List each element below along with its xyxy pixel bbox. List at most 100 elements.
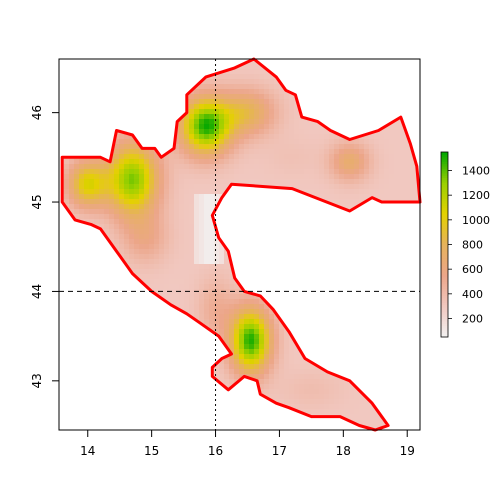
heatmap-cell xyxy=(164,94,170,100)
heatmap-cell xyxy=(184,424,190,430)
heatmap-cell xyxy=(84,99,90,105)
heatmap-cell xyxy=(154,204,160,210)
heatmap-cell xyxy=(154,414,160,420)
heatmap-cell xyxy=(279,244,285,250)
heatmap-cell xyxy=(314,189,320,195)
heatmap-cell xyxy=(189,364,195,370)
heatmap-cell xyxy=(164,329,170,335)
heatmap-cell xyxy=(374,194,380,200)
heatmap-cell xyxy=(89,269,95,275)
heatmap-cell xyxy=(84,139,90,145)
heatmap-cell xyxy=(234,84,240,90)
heatmap-cell xyxy=(159,189,165,195)
heatmap-cell xyxy=(169,424,175,430)
heatmap-cell xyxy=(194,419,200,425)
heatmap-cell xyxy=(334,389,340,395)
heatmap-cell xyxy=(74,109,80,115)
heatmap-cell xyxy=(79,164,85,170)
heatmap-cell xyxy=(84,114,90,120)
heatmap-cell xyxy=(74,254,80,260)
heatmap-cell xyxy=(199,114,205,120)
heatmap-cell xyxy=(94,209,100,215)
heatmap-cell xyxy=(294,69,300,75)
heatmap-cell xyxy=(94,379,100,385)
heatmap-cell xyxy=(304,254,310,260)
heatmap-cell xyxy=(214,374,220,380)
heatmap-cell xyxy=(349,384,355,390)
heatmap-cell xyxy=(84,94,90,100)
heatmap-cell xyxy=(279,249,285,255)
heatmap-cell xyxy=(344,189,350,195)
heatmap-cell xyxy=(339,219,345,225)
heatmap-cell xyxy=(289,254,295,260)
heatmap-cell xyxy=(134,89,140,95)
heatmap-cell xyxy=(339,264,345,270)
heatmap-cell xyxy=(84,109,90,115)
heatmap-cell xyxy=(384,109,390,115)
heatmap-cell xyxy=(279,129,285,135)
heatmap-cell xyxy=(309,284,315,290)
heatmap-cell xyxy=(194,174,200,180)
heatmap-cell xyxy=(234,164,240,170)
heatmap-cell xyxy=(354,179,360,185)
heatmap-cell xyxy=(189,59,195,65)
heatmap-cell xyxy=(84,159,90,165)
heatmap-cell xyxy=(339,244,345,250)
heatmap-cell xyxy=(189,79,195,85)
heatmap-cell xyxy=(134,184,140,190)
heatmap-cell xyxy=(229,204,235,210)
heatmap-cell xyxy=(204,204,210,210)
heatmap-cell xyxy=(124,214,130,220)
heatmap-cell xyxy=(324,249,330,255)
heatmap-cell xyxy=(179,284,185,290)
heatmap-cell xyxy=(209,154,215,160)
heatmap-cell xyxy=(89,239,95,245)
heatmap-cell xyxy=(174,254,180,260)
heatmap-cell xyxy=(304,199,310,205)
heatmap-cell xyxy=(144,399,150,405)
heatmap-cell xyxy=(384,79,390,85)
heatmap-cell xyxy=(274,324,280,330)
heatmap-cell xyxy=(344,174,350,180)
heatmap-cell xyxy=(69,369,75,375)
heatmap-cell xyxy=(274,94,280,100)
heatmap-cell xyxy=(74,304,80,310)
heatmap-cell xyxy=(94,324,100,330)
heatmap-cell xyxy=(369,159,375,165)
heatmap-cell xyxy=(359,179,365,185)
heatmap-cell xyxy=(194,269,200,275)
heatmap-cell xyxy=(364,309,370,315)
heatmap-cell xyxy=(184,194,190,200)
heatmap-cell xyxy=(204,334,210,340)
heatmap-cell xyxy=(269,214,275,220)
heatmap-cell xyxy=(179,384,185,390)
heatmap-cell xyxy=(304,214,310,220)
heatmap-cell xyxy=(339,339,345,345)
heatmap-cell xyxy=(294,424,300,430)
heatmap-cell xyxy=(264,219,270,225)
heatmap-cell xyxy=(124,354,130,360)
heatmap-cell xyxy=(124,284,130,290)
heatmap-cell xyxy=(244,384,250,390)
heatmap-cell xyxy=(214,404,220,410)
heatmap-cell xyxy=(219,359,225,365)
heatmap-cell xyxy=(344,369,350,375)
heatmap-cell xyxy=(344,314,350,320)
heatmap-cell xyxy=(279,294,285,300)
heatmap-cell xyxy=(62,424,65,430)
heatmap-cell xyxy=(89,134,95,140)
heatmap-cell xyxy=(289,69,295,75)
heatmap-cell xyxy=(254,344,260,350)
heatmap-cell xyxy=(189,69,195,75)
heatmap-cell xyxy=(74,124,80,130)
heatmap-cell xyxy=(199,424,205,430)
heatmap-cell xyxy=(144,299,150,305)
heatmap-cell xyxy=(154,319,160,325)
heatmap-cell xyxy=(79,354,85,360)
heatmap-cell xyxy=(109,254,115,260)
heatmap-cell xyxy=(69,209,75,215)
heatmap-cell xyxy=(269,354,275,360)
heatmap-cell xyxy=(94,309,100,315)
heatmap-cell xyxy=(69,284,75,290)
heatmap-cell xyxy=(364,174,370,180)
